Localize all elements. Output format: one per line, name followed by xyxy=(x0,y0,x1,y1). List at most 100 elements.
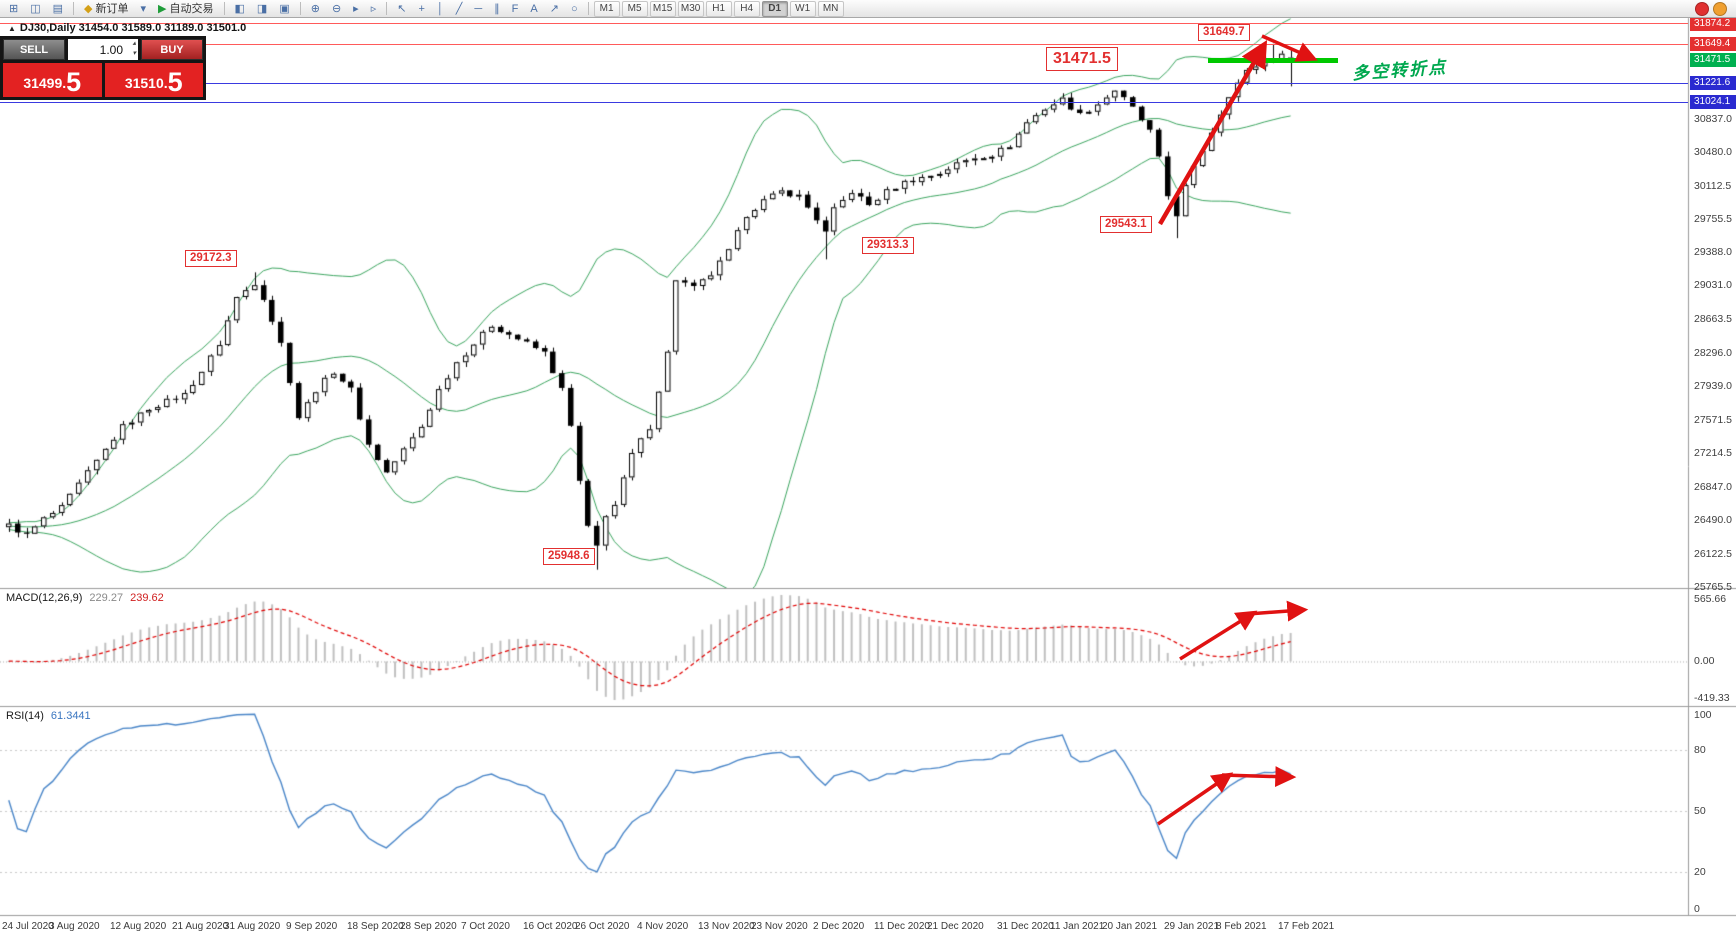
date-axis-label: 24 Jul 2020 xyxy=(2,921,54,932)
timeframe-w1-button[interactable]: W1 xyxy=(789,0,816,17)
fibonacci-icon-glyph: F xyxy=(511,2,519,15)
buy-button[interactable]: BUY xyxy=(141,39,203,60)
autotrading-button[interactable]: ▶ 自动交易 xyxy=(153,1,218,17)
lot-increase-icon[interactable]: ▴ xyxy=(132,40,136,47)
horizontal-line-icon-glyph: ─ xyxy=(474,2,483,15)
date-axis-label: 20 Jan 2021 xyxy=(1102,921,1158,932)
date-axis-label: 16 Oct 2020 xyxy=(523,921,578,932)
price-axis-label: 26847.0 xyxy=(1694,481,1732,493)
bid-price[interactable]: 31499. 5 xyxy=(3,63,102,97)
profiles-icon[interactable]: ◫ xyxy=(25,1,45,17)
tile-vertical-icon[interactable]: ◨ xyxy=(252,1,272,17)
trendline-icon-glyph: ╱ xyxy=(455,2,463,15)
alert-badge[interactable] xyxy=(1695,1,1709,16)
order-dropdown-icon[interactable]: ▾ xyxy=(136,1,152,17)
chart-shift-icon-glyph: ▹ xyxy=(370,2,377,15)
main-toolbar: ⊞ ◫ ▤ ◆ 新订单 ▾ ▶ 自动交易 ◧ ◨ ▣ ⊕ ⊖ ▸ ▹ ↖ + │ ╱ ─ ∥ F A ↗ ○ M1 M5 M15 M30… xyxy=(0,0,1736,18)
price-axis-label: 29388.0 xyxy=(1694,246,1732,258)
news-badge[interactable] xyxy=(1713,1,1727,16)
macd-pane-label: MACD(12,26,9) 229.27 239.62 xyxy=(6,592,164,604)
toolbar-separator xyxy=(587,2,589,15)
date-axis-label: 11 Dec 2020 xyxy=(874,921,930,932)
new-order-glyph: ◆ xyxy=(84,2,93,15)
charts-window-icon-glyph: ⊞ xyxy=(9,2,19,15)
timeframe-m1-button[interactable]: M1 xyxy=(593,0,620,17)
timeframe-m15-button[interactable]: M15 xyxy=(649,0,676,17)
shapes-icon-glyph: ○ xyxy=(570,2,578,15)
price-callout: 31471.5 xyxy=(1046,47,1118,71)
arrow-object-icon[interactable]: ↗ xyxy=(545,1,564,17)
new-order-button[interactable]: ◆ 新订单 xyxy=(79,1,133,17)
vertical-line-icon[interactable]: │ xyxy=(432,1,449,17)
horizontal-line-object[interactable] xyxy=(0,102,1688,103)
charts-window-icon[interactable]: ⊞ xyxy=(4,1,23,17)
timeframe-m5-button[interactable]: M5 xyxy=(621,0,648,17)
lot-decrease-icon[interactable]: ▾ xyxy=(132,50,136,57)
crosshair-icon-glyph: + xyxy=(418,2,425,15)
resistance-segment-object[interactable] xyxy=(1208,58,1338,63)
horizontal-line-object[interactable] xyxy=(0,83,1688,84)
macd-axis-label: 0.00 xyxy=(1694,655,1715,667)
lot-spinner: ▴ ▾ xyxy=(132,39,136,59)
collapse-triangle-icon[interactable]: ▲ xyxy=(8,24,16,33)
toolbar-right-badges xyxy=(1695,1,1727,16)
price-tag: 31471.5 xyxy=(1690,53,1736,67)
cascade-windows-icon[interactable]: ▣ xyxy=(274,1,294,17)
price-tag: 31649.4 xyxy=(1690,37,1736,51)
price-tag: 31874.2 xyxy=(1690,17,1736,31)
horizontal-line-icon[interactable]: ─ xyxy=(469,1,487,17)
horizontal-line-object[interactable] xyxy=(0,23,1688,24)
vertical-line-icon-glyph: │ xyxy=(436,2,444,15)
tile-horizontal-icon[interactable]: ◧ xyxy=(230,1,250,17)
toolbar-separator xyxy=(73,2,75,15)
ask-price-big-digit: 5 xyxy=(167,67,183,97)
ask-price[interactable]: 31510. 5 xyxy=(104,63,203,97)
zoom-out-icon[interactable]: ⊖ xyxy=(327,1,346,17)
trendline-icon[interactable]: ╱ xyxy=(451,1,468,17)
timeframe-h4-button[interactable]: H4 xyxy=(733,0,760,17)
timeframe-mn-button[interactable]: MN xyxy=(817,0,844,17)
text-label-icon[interactable]: A xyxy=(525,1,542,17)
price-tag: 31221.6 xyxy=(1690,76,1736,90)
price-axis-label: 30480.0 xyxy=(1694,146,1732,158)
timeframe-m30-button[interactable]: M30 xyxy=(677,0,704,17)
market-watch-icon[interactable]: ▤ xyxy=(48,1,68,17)
price-axis-label: 25765.5 xyxy=(1694,581,1732,593)
price-axis-label: 26122.5 xyxy=(1694,548,1732,560)
fibonacci-icon[interactable]: F xyxy=(507,1,524,17)
auto-scroll-icon[interactable]: ▸ xyxy=(348,1,364,17)
price-axis-label: 29755.5 xyxy=(1694,213,1732,225)
timeframe-d1-button[interactable]: D1 xyxy=(761,0,788,17)
date-axis-label: 8 Feb 2021 xyxy=(1216,921,1267,932)
text-label-icon-glyph: A xyxy=(530,2,538,15)
timeframe-h1-button[interactable]: H1 xyxy=(705,0,732,17)
chart-shift-icon[interactable]: ▹ xyxy=(366,1,382,17)
rsi-title: RSI(14) xyxy=(6,710,44,722)
date-axis-label: 21 Aug 2020 xyxy=(172,921,229,932)
price-axis-label: 27939.0 xyxy=(1694,380,1732,392)
zoom-in-icon[interactable]: ⊕ xyxy=(306,1,325,17)
lot-size-input[interactable]: 1.00 ▴ ▾ xyxy=(68,39,138,60)
tile-horizontal-icon-glyph: ◧ xyxy=(234,2,245,15)
channel-icon[interactable]: ∥ xyxy=(489,1,505,17)
date-axis-label: 12 Aug 2020 xyxy=(110,921,167,932)
date-axis-label: 4 Nov 2020 xyxy=(637,921,689,932)
rsi-pane-label: RSI(14) 61.3441 xyxy=(6,710,91,722)
crosshair-icon[interactable]: + xyxy=(413,1,429,17)
arrow-object-icon-glyph: ↗ xyxy=(549,2,559,15)
horizontal-line-object[interactable] xyxy=(0,44,1688,45)
macd-axis-label: 565.66 xyxy=(1694,593,1727,605)
toolbar-separator xyxy=(386,2,388,15)
rsi-axis-label: 80 xyxy=(1694,744,1706,756)
order-dropdown-icon-glyph: ▾ xyxy=(140,2,147,15)
shapes-icon[interactable]: ○ xyxy=(566,1,583,17)
zoom-in-icon-glyph: ⊕ xyxy=(310,2,320,15)
auto-scroll-icon-glyph: ▸ xyxy=(353,2,359,15)
date-axis-label: 17 Feb 2021 xyxy=(1278,921,1335,932)
sell-button[interactable]: SELL xyxy=(3,39,65,60)
cursor-icon[interactable]: ↖ xyxy=(392,1,411,17)
price-callout: 29543.1 xyxy=(1100,216,1152,233)
new-order-button-label: 新订单 xyxy=(95,2,129,15)
channel-icon-glyph: ∥ xyxy=(494,2,500,15)
